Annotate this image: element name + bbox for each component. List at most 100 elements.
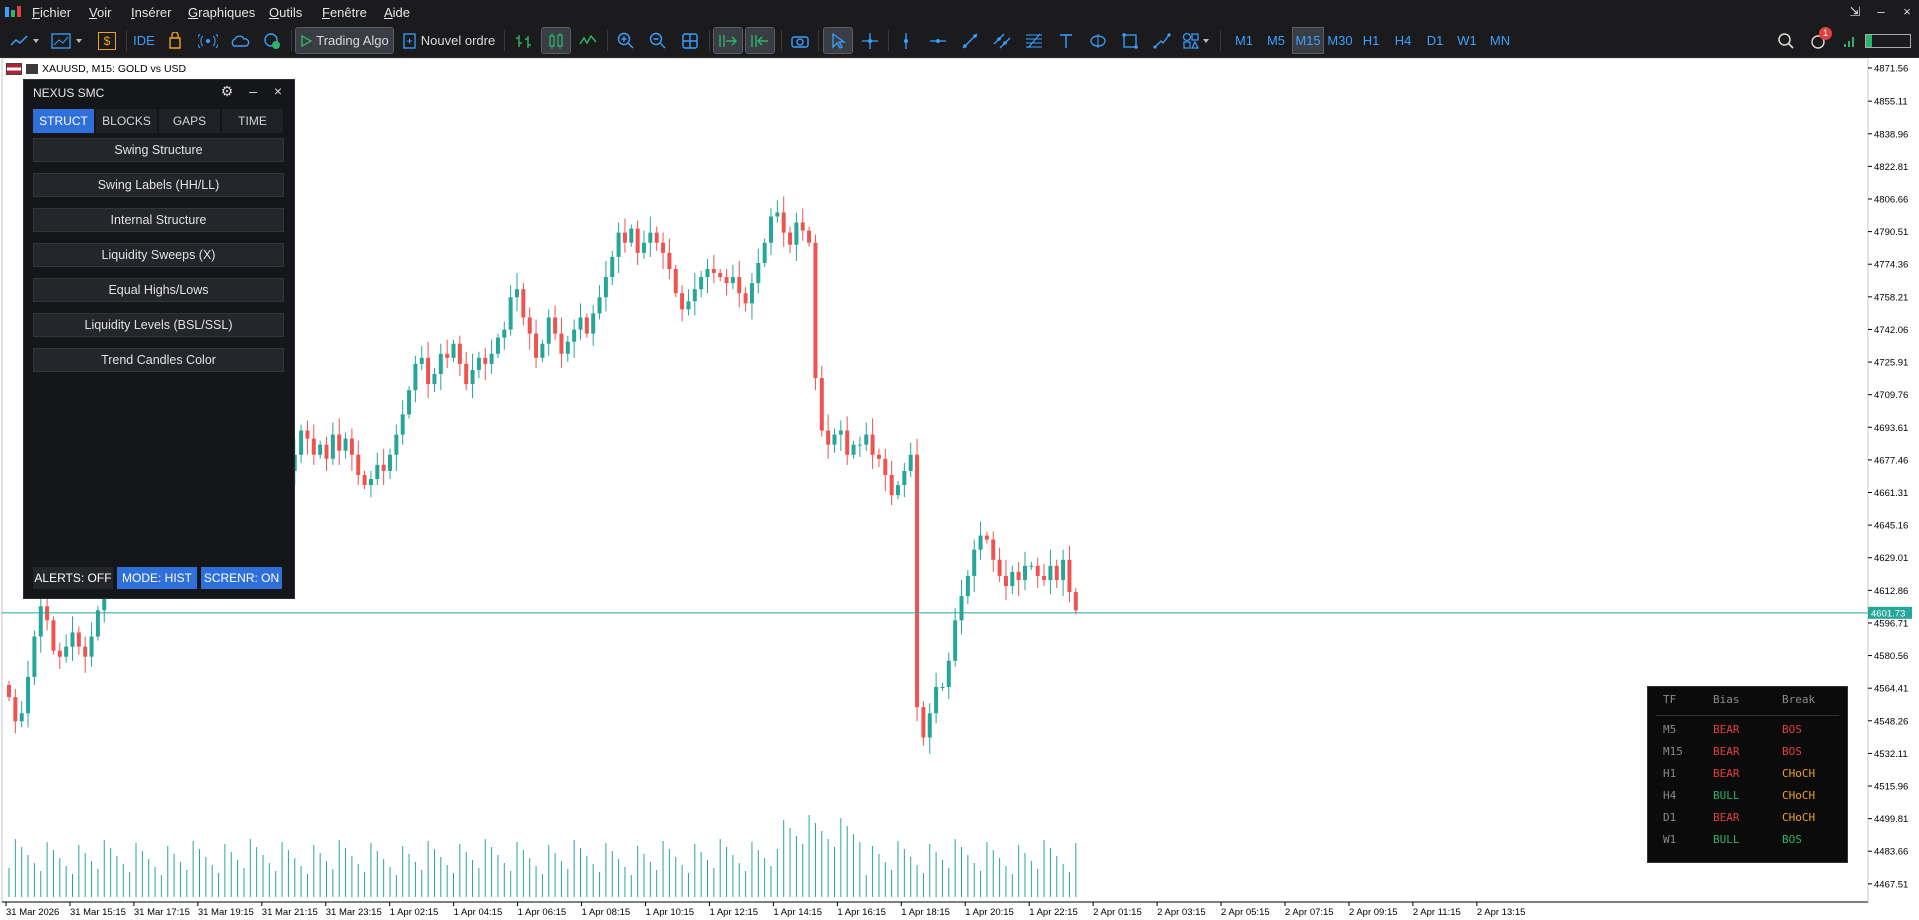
x-tick-label: 2 Apr 05:15	[1221, 907, 1270, 918]
fibonacci-icon[interactable]	[1022, 28, 1046, 53]
minimize-panel-icon[interactable]: –	[249, 83, 257, 99]
candle-body	[991, 539, 996, 560]
tf-m5[interactable]: M5	[1266, 33, 1286, 48]
trendline-icon[interactable]	[958, 28, 982, 53]
menu-fichier[interactable]: Fichier	[32, 5, 72, 20]
text-icon[interactable]	[1054, 28, 1078, 53]
candle-body	[534, 333, 539, 358]
candle-body	[337, 434, 342, 451]
arrow-label-icon[interactable]	[1086, 28, 1110, 53]
line-chart-icon[interactable]	[576, 28, 600, 53]
x-tick-label: 2 Apr 13:15	[1477, 907, 1526, 918]
candle-body	[489, 353, 494, 364]
liquidity-sweeps-button[interactable]: Liquidity Sweeps (X)	[33, 243, 284, 267]
panel-title: NEXUS SMC	[33, 86, 105, 100]
signals-icon[interactable]	[196, 28, 220, 53]
y-tick-label: 4580.56	[1874, 651, 1908, 662]
restore-icon[interactable]: ⇲	[1849, 4, 1861, 19]
price-chart[interactable]: 4871.56 4855.11 4838.96 4822.81 4806.66 4790.…	[0, 58, 1919, 920]
candle-body	[483, 357, 488, 364]
shapes-menu-icon[interactable]	[1180, 28, 1214, 53]
zoom-out-icon[interactable]	[646, 28, 670, 53]
bias-cell: BEAR	[1713, 723, 1740, 736]
swing-labels-button[interactable]: Swing Labels (HH/LL)	[33, 173, 284, 197]
tf-m15[interactable]: M15	[1292, 27, 1324, 54]
menu-graphiques[interactable]: Graphiques	[188, 5, 256, 20]
candle-body	[1073, 592, 1078, 611]
horizontal-line-icon[interactable]	[926, 28, 950, 53]
close-panel-icon[interactable]: ×	[273, 83, 283, 99]
break-cell: BOS	[1782, 745, 1802, 758]
trend-candles-color-button[interactable]: Trend Candles Color	[33, 348, 284, 372]
candle-body	[610, 256, 615, 278]
ide-button[interactable]: IDE	[133, 33, 155, 48]
tf-m1[interactable]: M1	[1234, 33, 1254, 48]
chart-shift-icon[interactable]	[745, 27, 775, 54]
col-header-bias: Bias	[1713, 693, 1740, 706]
rectangle-icon[interactable]	[1118, 28, 1142, 53]
new-order-button[interactable]: Nouvel ordre	[401, 28, 497, 53]
tf-mn[interactable]: MN	[1489, 33, 1511, 48]
candle-body	[527, 317, 532, 334]
tab-blocks[interactable]: BLOCKS	[96, 109, 157, 133]
tf-h4[interactable]: H4	[1394, 33, 1412, 48]
menu-inserer[interactable]: Insérer	[131, 5, 172, 20]
screener-toggle[interactable]: SCRENR: ON	[201, 567, 282, 589]
tf-d1[interactable]: D1	[1426, 33, 1444, 48]
autoscroll-icon[interactable]	[713, 27, 743, 54]
polyline-icon[interactable]	[1150, 28, 1174, 53]
search-icon[interactable]	[1774, 28, 1798, 53]
dollar-icon[interactable]: $	[96, 28, 118, 53]
tile-windows-icon[interactable]	[678, 28, 702, 53]
candles-icon[interactable]	[541, 27, 571, 54]
trading-algo-button[interactable]: Trading Algo	[295, 27, 394, 54]
cursor-icon[interactable]	[823, 27, 853, 54]
candle-body	[394, 434, 399, 455]
toolbar: $ IDE Trading Algo Nouvel ordre M1 M5 M1…	[0, 24, 1919, 58]
swing-structure-button[interactable]: Swing Structure	[33, 138, 284, 162]
templates-icon[interactable]	[50, 28, 86, 53]
candle-body	[603, 277, 608, 298]
tab-struct[interactable]: STRUCT	[33, 109, 94, 133]
alerts-toggle[interactable]: ALERTS: OFF	[33, 567, 113, 589]
y-tick-label: 4515.96	[1874, 782, 1908, 793]
tab-time[interactable]: TIME	[222, 109, 283, 133]
candle-body	[495, 337, 500, 354]
tf-m30[interactable]: M30	[1327, 33, 1353, 48]
nexus-smc-panel: NEXUS SMC ⚙ – × STRUCT BLOCKS GAPS TIME …	[23, 79, 295, 599]
equal-highs-lows-button[interactable]: Equal Highs/Lows	[33, 278, 284, 302]
bar-chart-icon[interactable]	[512, 28, 536, 53]
candle-body	[692, 289, 697, 302]
settings-gear-icon[interactable]: ⚙	[220, 83, 234, 99]
zoom-in-icon[interactable]	[614, 28, 638, 53]
close-icon[interactable]: ×	[1903, 4, 1911, 19]
menu-outils[interactable]: Outils	[269, 5, 303, 20]
screenshot-icon[interactable]	[788, 28, 812, 53]
vps-icon[interactable]	[260, 28, 284, 53]
chart-type-icon[interactable]	[8, 28, 42, 53]
vertical-line-icon[interactable]	[894, 28, 918, 53]
candle-body	[927, 713, 932, 738]
tf-w1[interactable]: W1	[1457, 33, 1477, 48]
candle-body	[915, 454, 920, 708]
menu-fenetre[interactable]: Fenêtre	[322, 5, 367, 20]
candle-body	[807, 230, 812, 243]
market-icon[interactable]	[164, 28, 186, 53]
internal-structure-button[interactable]: Internal Structure	[33, 208, 284, 232]
candle-body	[1048, 565, 1053, 580]
menu-aide[interactable]: Aide	[384, 5, 411, 20]
tf-h1[interactable]: H1	[1362, 33, 1380, 48]
notifications-icon[interactable]: 1	[1806, 27, 1832, 53]
minimize-icon[interactable]: –	[1877, 4, 1885, 19]
candle-body	[400, 414, 405, 435]
menu-voir[interactable]: Voir	[89, 5, 112, 20]
chart-area[interactable]: 4871.56 4855.11 4838.96 4822.81 4806.66 4790.…	[0, 58, 1919, 920]
channel-icon[interactable]	[990, 28, 1014, 53]
tab-gaps[interactable]: GAPS	[159, 109, 220, 133]
y-tick-label: 4709.76	[1874, 390, 1908, 401]
candle-body	[654, 232, 659, 243]
cloud-icon[interactable]	[228, 28, 252, 53]
liquidity-levels-button[interactable]: Liquidity Levels (BSL/SSL)	[33, 313, 284, 337]
crosshair-icon[interactable]	[858, 28, 882, 53]
mode-toggle[interactable]: MODE: HIST	[117, 567, 197, 589]
